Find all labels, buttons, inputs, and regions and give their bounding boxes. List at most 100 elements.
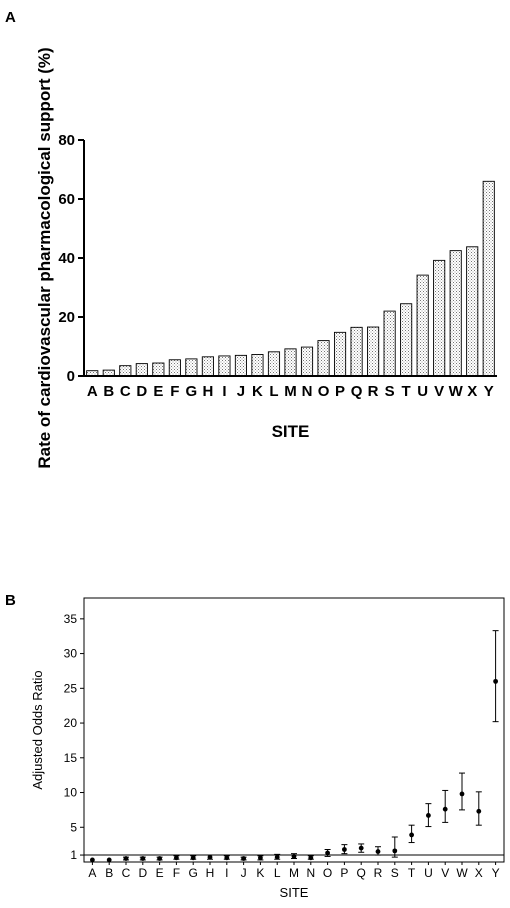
point-M <box>291 853 297 860</box>
bar-J <box>234 354 248 377</box>
point-series <box>90 630 499 863</box>
x-tick-label: M <box>284 383 297 400</box>
x-axis-title-b: SITE <box>280 885 309 900</box>
y-tick-label: 80 <box>58 132 75 149</box>
y-tick-label: 5 <box>70 820 77 834</box>
bar-L <box>267 351 281 377</box>
bar-Y <box>482 180 495 377</box>
point-marker <box>493 678 498 684</box>
bar-D <box>135 363 148 377</box>
y-axis-title-b: Adjusted Odds Ratio <box>30 670 45 789</box>
y-tick-label: 0 <box>67 368 75 385</box>
bar-E <box>152 362 165 377</box>
y-axis-title-a: Rate of cardiovascular pharmacological s… <box>35 47 54 468</box>
point-H <box>207 854 213 860</box>
x-axis-title-a: SITE <box>272 422 310 441</box>
point-T <box>408 824 415 844</box>
panel-b-label: B <box>5 592 16 609</box>
point-marker <box>442 806 448 812</box>
point-C <box>123 856 129 861</box>
x-tick-label: H <box>202 383 213 400</box>
bar-P <box>333 331 347 377</box>
point-I <box>223 855 230 861</box>
y-tick-label: 40 <box>58 250 75 267</box>
x-tick-label: E <box>156 866 164 880</box>
x-tick-label: Y <box>492 866 500 880</box>
point-X <box>475 791 482 826</box>
y-tick-label: 30 <box>64 647 78 661</box>
bar-T <box>400 303 413 377</box>
point-marker <box>174 855 179 861</box>
x-tick-label: D <box>138 866 147 880</box>
point-marker <box>190 855 196 861</box>
y-ticks-a: 0 20 40 60 80 <box>58 132 84 385</box>
bar-series <box>86 180 495 377</box>
x-tick-label: A <box>87 383 98 400</box>
x-tick-label: P <box>340 866 348 880</box>
point-A <box>90 857 95 863</box>
x-tick-label: T <box>402 383 411 400</box>
x-tick-label: G <box>186 383 198 400</box>
point-marker <box>258 855 263 861</box>
bar-U <box>416 274 429 377</box>
x-tick-label: R <box>374 866 383 880</box>
x-tick-label: X <box>467 383 477 400</box>
point-marker <box>308 855 314 861</box>
x-tick-label: S <box>391 866 399 880</box>
point-R <box>375 846 381 856</box>
point-marker <box>409 832 414 838</box>
point-B <box>106 857 112 863</box>
y-tick-label: 25 <box>64 681 78 695</box>
x-tick-label: W <box>456 866 468 880</box>
x-tick-label: C <box>122 866 131 880</box>
point-E <box>156 856 163 861</box>
point-S <box>391 836 398 858</box>
y-tick-label: 1 <box>70 848 77 862</box>
point-marker <box>426 813 431 818</box>
x-tick-label: B <box>103 383 114 400</box>
x-tick-label: K <box>252 383 263 400</box>
point-marker <box>392 848 398 854</box>
x-tick-label: I <box>225 866 228 880</box>
point-Y <box>492 630 499 723</box>
bar-C <box>119 365 132 377</box>
point-marker <box>375 849 381 854</box>
point-Q <box>358 843 365 853</box>
x-tick-label: N <box>306 866 315 880</box>
x-tick-label: R <box>368 383 379 400</box>
point-marker <box>358 845 364 851</box>
x-tick-label: P <box>335 383 345 400</box>
x-tick-label: N <box>302 383 313 400</box>
y-tick-label: 15 <box>64 751 78 765</box>
x-tick-label: X <box>475 866 483 880</box>
x-tick-label: V <box>434 383 444 400</box>
x-tick-label: W <box>449 383 464 400</box>
point-marker <box>90 857 95 863</box>
x-tick-label: Q <box>357 866 366 880</box>
bar-O <box>317 340 330 377</box>
x-tick-label: L <box>274 866 281 880</box>
bar-F <box>168 359 181 377</box>
x-tick-label: J <box>237 383 245 400</box>
bar-W <box>449 250 462 377</box>
point-marker <box>157 856 163 861</box>
y-tick-label: 60 <box>58 191 75 208</box>
x-tick-label: L <box>269 383 278 400</box>
point-marker <box>123 856 129 861</box>
point-P <box>341 844 348 855</box>
point-marker <box>476 808 482 814</box>
x-tick-label: S <box>385 383 395 400</box>
point-marker <box>291 854 297 859</box>
point-D <box>139 856 146 861</box>
bar-Q <box>350 326 363 377</box>
x-tick-label: J <box>241 866 247 880</box>
bar-S <box>383 310 396 377</box>
point-marker <box>342 847 347 852</box>
point-marker <box>106 857 112 863</box>
x-tick-label: A <box>88 866 96 880</box>
bar-V <box>433 259 446 377</box>
y-tick-label: 35 <box>64 612 78 626</box>
point-marker <box>325 850 330 856</box>
